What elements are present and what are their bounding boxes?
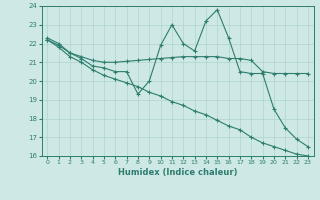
X-axis label: Humidex (Indice chaleur): Humidex (Indice chaleur) [118,168,237,177]
